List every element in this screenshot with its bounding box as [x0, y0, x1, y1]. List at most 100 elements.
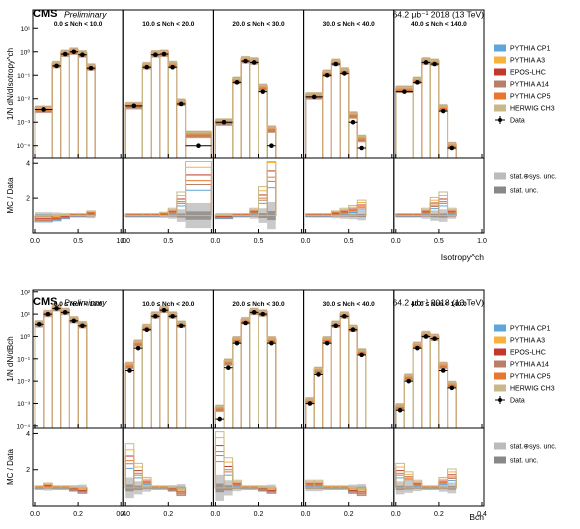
mc-bar-pythia-cp1 [348, 328, 358, 429]
mc-band-herwig-ch3 [60, 307, 70, 312]
mc-bar-herwig-ch3 [77, 51, 88, 159]
mc-bar-pythia-a3 [150, 313, 161, 429]
mc-band-herwig-ch3 [357, 134, 366, 139]
mc-bar-epos-lhc [86, 65, 96, 159]
y-tick-label: 10⁻¹ [17, 73, 31, 80]
preliminary-label: Preliminary [64, 9, 107, 19]
mc-bar-pythia-a3 [150, 52, 161, 159]
data-point [161, 51, 167, 57]
mc-band-herwig-ch3 [133, 339, 143, 344]
chart-2: CMS Preliminary 64.2 μb⁻¹ 2018 (13 TeV) 0.0… [6, 289, 557, 522]
data-point [423, 334, 429, 339]
mc-bar-pythia-a3 [77, 52, 88, 159]
data-point [432, 336, 437, 341]
legend-swatch [494, 68, 506, 76]
ratio-mc-herwig-ch3 [447, 468, 457, 489]
data-point [260, 89, 266, 94]
ratio-legend-swatch [494, 456, 506, 464]
mc-bar-pythia-a3 [214, 120, 234, 159]
legend-swatch [494, 324, 506, 332]
mc-bar-pythia-cp1 [403, 377, 414, 429]
mc-bar-pythia-cp5 [395, 88, 414, 159]
mc-bar-pythia-a14 [412, 346, 423, 429]
mc-bar-epos-lhc [60, 309, 70, 429]
mc-bar-epos-lhc [77, 323, 88, 429]
mc-bar-pythia-a3 [240, 58, 251, 159]
mc-bar-herwig-ch3 [167, 312, 178, 429]
mc-band-herwig-ch3 [249, 307, 259, 312]
x-tick-label: 0.0 [30, 511, 40, 518]
mc-bar-pythia-cp1 [240, 60, 251, 159]
mc-band-herwig-ch3 [249, 57, 259, 62]
mc-bar-epos-lhc [258, 311, 268, 429]
mc-bar-pythia-a14 [176, 325, 187, 429]
mc-bar-herwig-ch3 [159, 50, 169, 159]
mc-bar-pythia-cp5 [43, 313, 53, 429]
data-point [260, 311, 266, 317]
mc-bar-pythia-a3 [68, 318, 79, 429]
mc-band-herwig-ch3 [52, 60, 61, 65]
mc-bar-herwig-ch3 [124, 363, 135, 429]
mc-band-herwig-ch3 [69, 315, 79, 320]
mc-bar-pythia-a3 [223, 361, 234, 429]
mc-bar-herwig-ch3 [68, 48, 79, 159]
mc-bar-pythia-a3 [330, 61, 341, 159]
mc-bar-pythia-cp1 [141, 327, 152, 429]
mc-bar-pythia-cp1 [77, 54, 88, 159]
x-tick-label: 0.0 [120, 238, 130, 245]
mc-band-herwig-ch3 [159, 305, 169, 310]
mc-bar-herwig-ch3 [421, 58, 431, 159]
mc-bar-pythia-a3 [412, 79, 423, 159]
mc-bar-pythia-cp5 [150, 53, 161, 159]
mc-bar-pythia-cp1 [51, 65, 62, 159]
legend-swatch [494, 104, 506, 112]
mc-bar-pythia-a3 [429, 61, 440, 159]
mc-bar-epos-lhc [421, 59, 431, 159]
x-axis-title: Bch [469, 512, 484, 522]
legend-swatch [494, 348, 506, 356]
mc-bar-epos-lhc [258, 85, 268, 159]
mc-band-pythia-cp5 [185, 132, 212, 137]
mc-bar-pythia-cp1 [429, 337, 440, 429]
mc-bar-herwig-ch3 [51, 62, 62, 159]
mc-bar-epos-lhc [330, 60, 341, 159]
mc-bar-epos-lhc [68, 49, 79, 159]
panel-4: 30.0 ≤ Nch < 40.0 0.0 0.5 [301, 9, 395, 245]
mc-bar-pythia-cp5 [322, 339, 332, 429]
mc-bar-pythia-cp5 [429, 336, 440, 429]
mc-band-herwig-ch3 [224, 358, 233, 363]
mc-bar-pythia-a14 [223, 363, 234, 429]
legend-swatch [494, 360, 506, 368]
mc-bar-pythia-a14 [266, 340, 277, 429]
mc-bar-pythia-cp5 [339, 314, 350, 429]
mc-bar-pythia-a14 [412, 81, 423, 159]
mc-bar-herwig-ch3 [339, 312, 350, 429]
panel-label: 20.0 ≤ Nch < 30.0 [232, 21, 285, 28]
mc-bar-herwig-ch3 [60, 309, 70, 429]
mc-band-herwig-ch3 [357, 348, 366, 353]
mc-bar-pythia-cp5 [403, 376, 414, 429]
mc-bar-pythia-cp1 [421, 61, 431, 159]
mc-band-herwig-ch3 [395, 85, 414, 90]
mc-bar-pythia-cp1 [232, 340, 242, 429]
mc-band-herwig-ch3 [176, 320, 186, 325]
panel-5: 40.0 ≤ Nch < 140.0 0.0 0.2 0.4 [391, 289, 487, 518]
data-point [234, 340, 240, 346]
panel-3: 20.0 ≤ Nch < 30.0 0.0 0.2 [211, 289, 305, 518]
mc-band-herwig-ch3 [421, 57, 431, 62]
mc-band-herwig-ch3 [404, 373, 414, 378]
mc-bar-pythia-cp1 [232, 80, 242, 159]
legend-data-marker [498, 398, 502, 402]
mc-bar-pythia-a3 [339, 69, 350, 159]
mc-bar-pythia-cp1 [438, 108, 449, 159]
ratio-y-tick-label: 4 [26, 431, 30, 438]
mc-bar-epos-lhc [240, 57, 251, 159]
data-point [62, 310, 68, 315]
mc-bar-epos-lhc [159, 307, 169, 429]
data-point [406, 378, 412, 384]
mc-bar-epos-lhc [240, 318, 251, 429]
mc-bar-pythia-a3 [258, 311, 268, 429]
mc-bar-pythia-a3 [159, 308, 169, 429]
x-tick-label: 0.2 [73, 511, 83, 518]
mc-bar-pythia-a14 [141, 328, 152, 429]
